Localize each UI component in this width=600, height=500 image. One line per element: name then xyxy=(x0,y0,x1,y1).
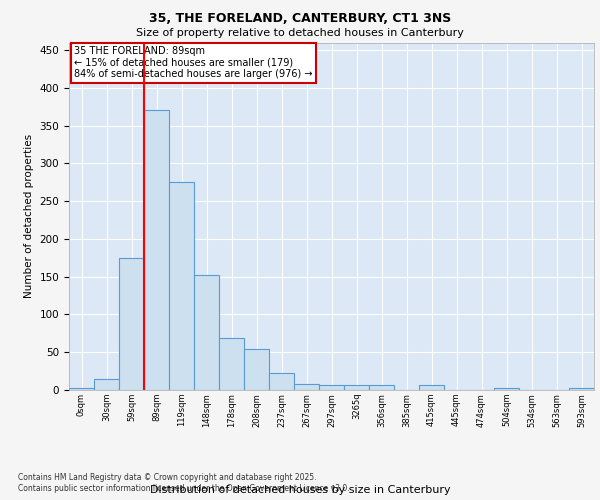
Text: Size of property relative to detached houses in Canterbury: Size of property relative to detached ho… xyxy=(136,28,464,38)
Bar xyxy=(144,110,169,390)
Text: Contains HM Land Registry data © Crown copyright and database right 2025.: Contains HM Land Registry data © Crown c… xyxy=(18,472,317,482)
Text: Contains public sector information licensed under the Open Government Licence v3: Contains public sector information licen… xyxy=(18,484,350,493)
Bar xyxy=(119,258,144,390)
Bar xyxy=(169,182,194,390)
Bar xyxy=(319,386,344,390)
Bar xyxy=(269,374,294,390)
Text: 35 THE FORELAND: 89sqm
← 15% of detached houses are smaller (179)
84% of semi-de: 35 THE FORELAND: 89sqm ← 15% of detached… xyxy=(74,46,313,79)
Bar xyxy=(494,388,519,390)
Text: 35, THE FORELAND, CANTERBURY, CT1 3NS: 35, THE FORELAND, CANTERBURY, CT1 3NS xyxy=(149,12,451,26)
Text: Distribution of detached houses by size in Canterbury: Distribution of detached houses by size … xyxy=(149,485,451,495)
Bar xyxy=(94,378,119,390)
Bar xyxy=(419,386,444,390)
Bar xyxy=(244,349,269,390)
Bar xyxy=(69,388,94,390)
Bar xyxy=(294,384,319,390)
Bar xyxy=(344,386,369,390)
Bar xyxy=(369,386,394,390)
Y-axis label: Number of detached properties: Number of detached properties xyxy=(24,134,34,298)
Bar xyxy=(219,338,244,390)
Bar xyxy=(569,388,594,390)
Bar xyxy=(194,275,219,390)
